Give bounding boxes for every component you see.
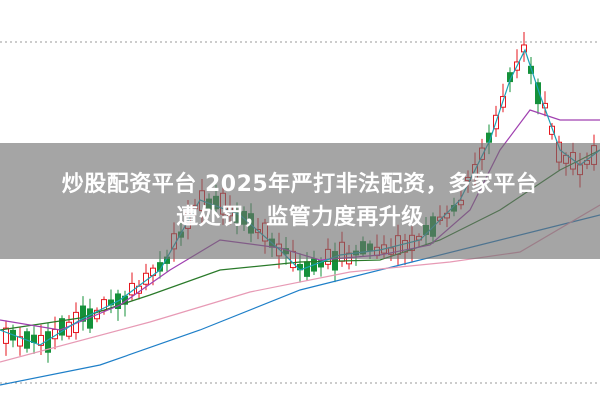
candle-body bbox=[38, 334, 44, 346]
candle-body bbox=[59, 318, 65, 336]
candle-body bbox=[318, 260, 324, 268]
candle-body bbox=[304, 261, 310, 277]
candle-body bbox=[31, 334, 37, 343]
candle-body bbox=[157, 262, 163, 272]
candle-body bbox=[17, 336, 23, 347]
candle-body bbox=[3, 327, 9, 344]
headline-banner: 炒股配资平台 2025年严打非法配资，多家平台 遭处罚，监管力度再升级 bbox=[0, 143, 600, 259]
headline-line: 炒股配资平台 2025年严打非法配资，多家平台 bbox=[61, 172, 539, 197]
candle-body bbox=[535, 82, 541, 105]
headline-line: 遭处罚，监管力度再升级 bbox=[176, 205, 424, 230]
candle-body bbox=[80, 305, 86, 322]
candle-body bbox=[66, 321, 72, 337]
